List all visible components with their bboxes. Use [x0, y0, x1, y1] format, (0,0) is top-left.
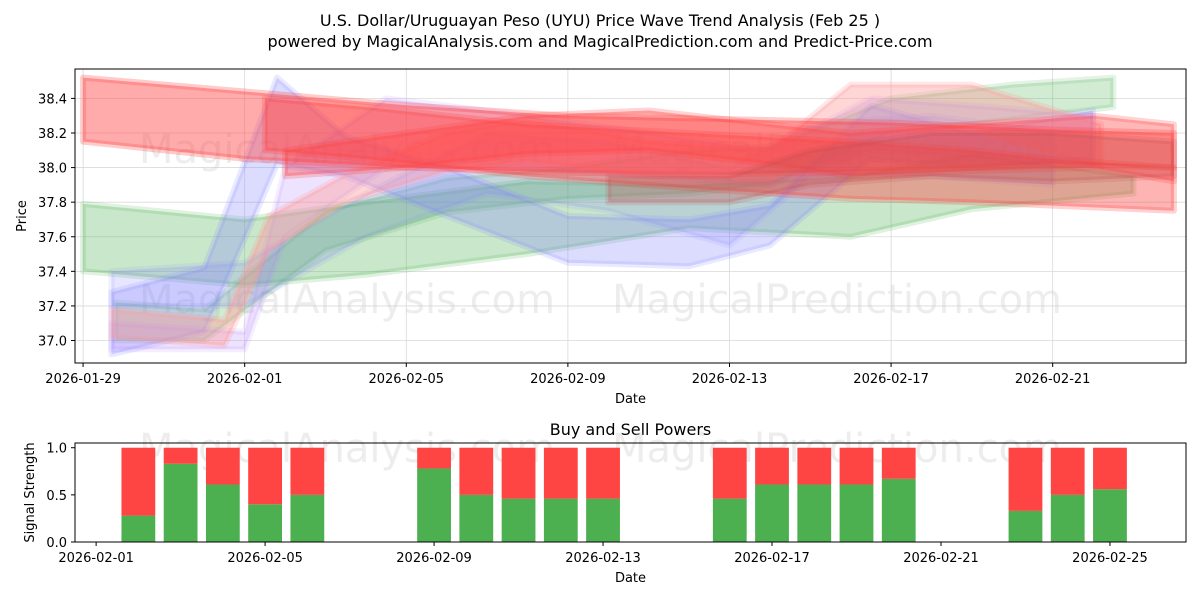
bands — [80, 74, 1177, 358]
price-band — [108, 81, 1105, 349]
price-band — [261, 95, 1177, 214]
sell-bar — [839, 447, 874, 485]
sell-bar — [543, 447, 578, 499]
x-tick-label: 2026-02-17 — [853, 372, 929, 387]
sell-bar — [205, 447, 240, 485]
x-tick-label: 2026-02-25 — [1072, 551, 1148, 566]
sell-bar — [712, 447, 747, 499]
price-band — [605, 130, 1177, 206]
watermark: MagicalAnalysis.com — [139, 277, 555, 323]
sell-bar — [1050, 447, 1085, 495]
y-tick-label: 38.4 — [38, 92, 67, 107]
price-band — [80, 150, 1137, 289]
buy-bar — [881, 478, 916, 542]
y-axis-label: Signal Strength — [23, 442, 38, 542]
plot-frame — [74, 68, 1187, 364]
x-tick-label: 2026-02-05 — [368, 372, 444, 387]
sell-bar — [459, 447, 494, 495]
buy-bar — [248, 504, 282, 542]
buy-bar — [205, 484, 240, 542]
plot-frame — [74, 442, 1187, 543]
sell-bar — [881, 447, 916, 479]
watermark: MagicalPrediction.com — [612, 277, 1062, 323]
buy-bar — [839, 484, 874, 542]
x-tick-label: 2026-02-21 — [903, 551, 979, 566]
y-axis-label: Price — [15, 200, 30, 232]
sell-bar — [417, 447, 451, 469]
watermark: MagicalPrediction.com — [612, 426, 1062, 472]
x-axis-label: Date — [615, 571, 646, 586]
x-tick-label: 2026-02-05 — [227, 551, 303, 566]
y-tick-label: 37.8 — [38, 196, 67, 211]
chart-title: U.S. Dollar/Uruguayan Peso (UYU) Price W… — [320, 11, 880, 30]
x-tick-label: 2026-02-09 — [396, 551, 472, 566]
buy-bar — [459, 494, 494, 542]
price-band — [282, 107, 1177, 185]
x-tick-label: 2026-02-21 — [1015, 372, 1091, 387]
price-band — [80, 74, 1177, 178]
buy-bar — [290, 494, 325, 542]
y-tick-label: 0.5 — [46, 489, 67, 504]
buy-bar — [755, 484, 789, 542]
y-tick-label: 37.2 — [38, 300, 67, 315]
y-tick-label: 37.0 — [38, 335, 67, 350]
buy-bar — [586, 498, 620, 542]
x-tick-label: 2026-02-13 — [565, 551, 641, 566]
y-tick-label: 37.6 — [38, 231, 67, 246]
sell-bar — [248, 447, 282, 505]
buy-bar — [797, 484, 832, 542]
x-tick-label: 2026-02-13 — [692, 372, 768, 387]
buy-bar — [1008, 510, 1043, 542]
x-tick-label: 2026-02-17 — [734, 551, 810, 566]
watermark: MagicalPrediction.com — [612, 127, 1062, 173]
y-tick-label: 0.0 — [46, 536, 67, 551]
x-tick-label: 2026-01-29 — [45, 372, 121, 387]
y-tick-label: 1.0 — [46, 442, 67, 457]
buy-bar — [712, 498, 747, 542]
sell-bar — [586, 447, 620, 499]
buy-bar — [1050, 494, 1085, 542]
price-panel: MagicalAnalysis.com MagicalPrediction.com… — [15, 68, 1187, 407]
price-band — [108, 74, 1097, 358]
price-band — [108, 112, 1056, 309]
y-tick-label: 37.4 — [38, 265, 67, 280]
sell-bar — [797, 447, 832, 485]
price-band — [112, 74, 1117, 344]
x-axis-label: Date — [615, 392, 646, 407]
chart-subtitle: powered by MagicalAnalysis.com and Magic… — [267, 32, 932, 51]
buy-bar — [1093, 489, 1127, 542]
sell-bar — [755, 447, 789, 485]
buy-bar — [163, 463, 198, 542]
sell-bar — [501, 447, 536, 499]
buy-bar — [501, 498, 536, 542]
buy-bar — [543, 498, 578, 542]
x-tick-label: 2026-02-09 — [530, 372, 606, 387]
sell-bar — [1008, 447, 1043, 511]
sell-bar — [290, 447, 325, 495]
x-tick-label: 2026-02-01 — [207, 372, 283, 387]
sell-bar — [121, 447, 156, 516]
y-tick-label: 38.0 — [38, 162, 67, 177]
sell-bar — [1093, 447, 1127, 490]
price-band — [108, 95, 1097, 353]
sell-bar — [163, 447, 198, 464]
buy-bar — [121, 515, 156, 542]
y-tick-label: 38.2 — [38, 127, 67, 142]
buy-bar — [417, 468, 451, 542]
watermark: MagicalAnalysis.com — [139, 127, 555, 173]
x-tick-label: 2026-02-01 — [58, 551, 134, 566]
signal-panel-title: Buy and Sell Powers — [550, 420, 712, 439]
